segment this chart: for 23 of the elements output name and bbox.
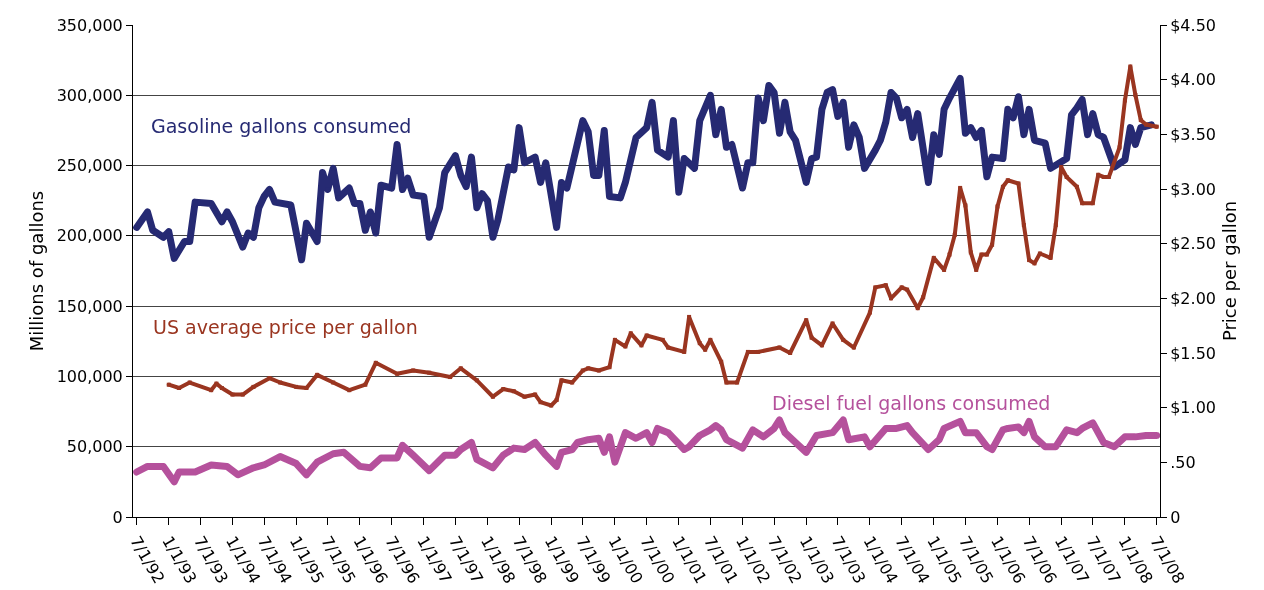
y2-tick-label: $4.00 <box>1170 70 1217 90</box>
y2-tick-label: .50 <box>1170 452 1196 472</box>
series-label: Diesel fuel gallons consumed <box>772 392 1051 414</box>
y-axis-title: Millions of gallons <box>25 190 47 352</box>
y-tick-label: 200,000 <box>56 226 123 246</box>
y-tick-label: 350,000 <box>56 15 123 35</box>
y-tick-label: 250,000 <box>56 156 123 176</box>
y2-axis-title: Price per gallon <box>1219 200 1241 342</box>
y2-tick-label: $4.50 <box>1170 15 1217 35</box>
y-tick-label: 0 <box>112 507 123 527</box>
y-tick-label: 100,000 <box>56 367 123 387</box>
series-label: US average price per gallon <box>153 316 418 338</box>
y-tick-label: 50,000 <box>66 437 123 457</box>
y2-tick-label: 0 <box>1170 507 1181 527</box>
y2-tick-label: $1.50 <box>1170 343 1217 363</box>
y2-tick-label: $3.00 <box>1170 179 1217 199</box>
series-label: Gasoline gallons consumed <box>151 115 412 137</box>
y2-tick-label: $2.00 <box>1170 288 1217 308</box>
y2-tick-label: $1.00 <box>1170 398 1217 418</box>
y2-tick-label: $2.50 <box>1170 234 1217 254</box>
y-tick-label: 150,000 <box>56 296 123 316</box>
y-tick-label: 300,000 <box>56 85 123 105</box>
y2-tick-label: $3.50 <box>1170 124 1217 144</box>
